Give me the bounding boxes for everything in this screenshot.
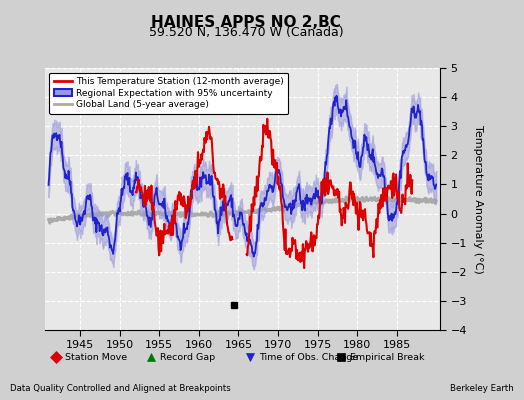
Text: Time of Obs. Change: Time of Obs. Change xyxy=(259,352,358,362)
Text: Data Quality Controlled and Aligned at Breakpoints: Data Quality Controlled and Aligned at B… xyxy=(10,384,231,393)
Text: Berkeley Earth: Berkeley Earth xyxy=(450,384,514,393)
Text: Station Move: Station Move xyxy=(65,352,127,362)
Y-axis label: Temperature Anomaly (°C): Temperature Anomaly (°C) xyxy=(473,125,483,273)
Legend: This Temperature Station (12-month average), Regional Expectation with 95% uncer: This Temperature Station (12-month avera… xyxy=(49,72,288,114)
Text: Empirical Break: Empirical Break xyxy=(350,352,424,362)
Text: Record Gap: Record Gap xyxy=(160,352,215,362)
Text: 59.520 N, 136.470 W (Canada): 59.520 N, 136.470 W (Canada) xyxy=(149,26,344,39)
Text: HAINES APPS NO 2,BC: HAINES APPS NO 2,BC xyxy=(151,15,341,30)
